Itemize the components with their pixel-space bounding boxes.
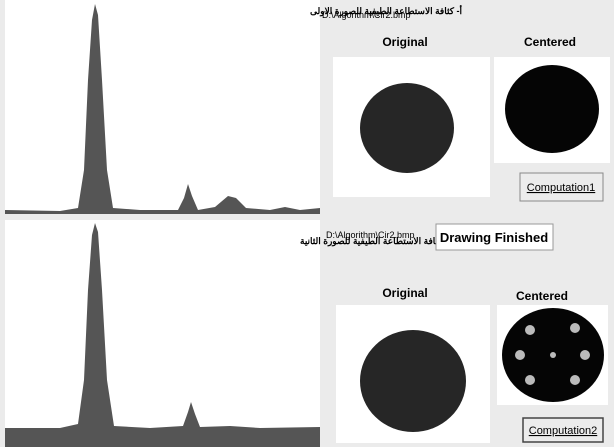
status-text: Drawing Finished (440, 230, 548, 245)
image-label: Centered (516, 289, 568, 303)
file-path: D:\Algorithm\Cir2.bmp (326, 230, 415, 240)
image-label: Centered (524, 35, 576, 49)
circle (360, 330, 466, 432)
spectrum-plot (5, 220, 320, 447)
spectrum-plot (5, 0, 320, 214)
circle (360, 83, 454, 173)
button-label[interactable]: Computation1 (527, 182, 596, 194)
app-window: أ- كثافة الاستطاعة الطيفية للصورة الاولى… (0, 0, 614, 447)
circle (505, 65, 599, 153)
image-label: Original (382, 35, 427, 49)
image-label: Original (382, 286, 427, 300)
button[interactable]: Computation1 (520, 173, 603, 201)
button-label[interactable]: Computation2 (529, 425, 598, 437)
button[interactable]: Computation2 (523, 418, 603, 442)
file-path: D:\Algorithm\Cir2.bmp (322, 10, 411, 20)
